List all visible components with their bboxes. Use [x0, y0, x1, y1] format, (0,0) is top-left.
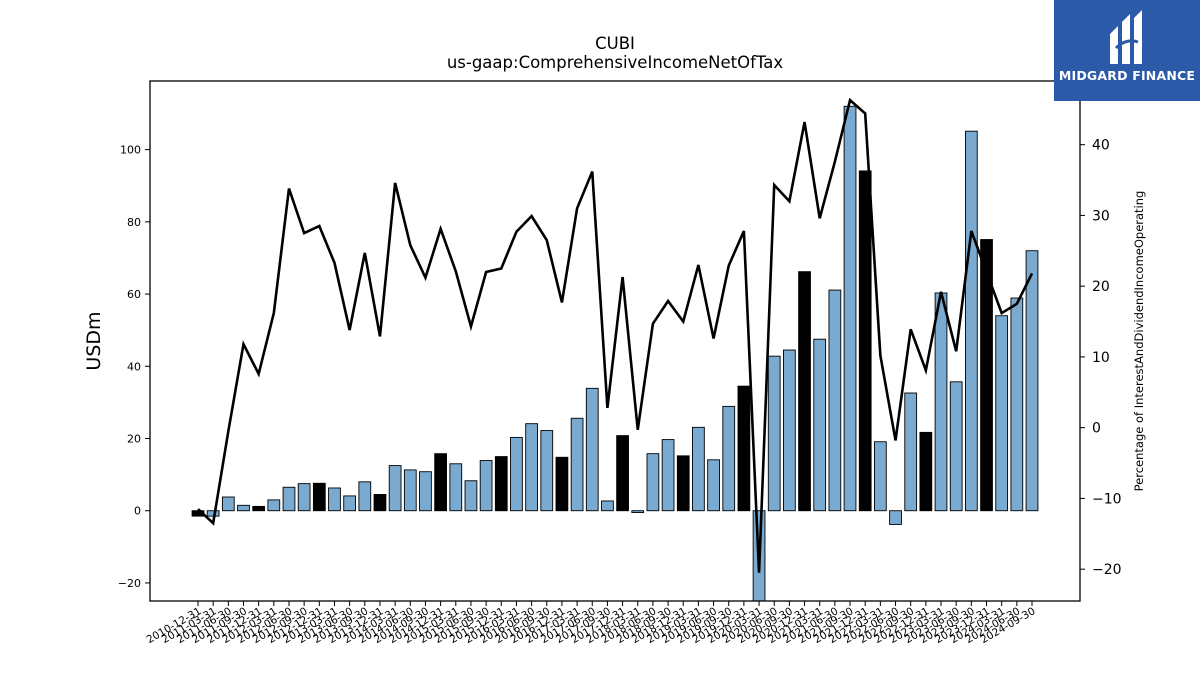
bar — [570, 417, 584, 512]
bar — [282, 486, 296, 512]
y-tick-label: 80 — [127, 216, 141, 229]
bar — [676, 455, 690, 512]
bar — [828, 289, 842, 512]
line-series — [197, 97, 1034, 573]
bar — [434, 453, 447, 512]
bar — [419, 471, 432, 512]
bar — [297, 483, 311, 512]
y-axis-left: −20 0 20 40 60 80 100 — [118, 144, 150, 590]
bar — [995, 315, 1009, 512]
bar — [479, 460, 493, 512]
bar — [783, 349, 796, 512]
bar — [328, 487, 341, 512]
y-right-tick-label: 40 — [1092, 138, 1110, 154]
bar — [494, 456, 508, 512]
bar — [252, 505, 266, 512]
bar — [221, 496, 235, 512]
bar — [949, 381, 963, 512]
chart-title: CUBI — [595, 34, 635, 53]
y-right-tick-label: 20 — [1092, 279, 1110, 295]
bar — [858, 170, 872, 512]
bar — [919, 431, 933, 512]
bar — [980, 239, 993, 512]
y-right-tick-label: 30 — [1092, 208, 1110, 224]
bar — [464, 480, 478, 512]
y-axis-right: −20 −10 0 10 20 30 40 — [1080, 138, 1122, 578]
bar — [555, 456, 569, 512]
y-tick-label: 20 — [127, 433, 141, 446]
y-tick-label: 0 — [134, 505, 141, 518]
bar — [616, 435, 629, 512]
bar — [312, 482, 326, 512]
bar — [449, 463, 463, 512]
bar — [1025, 250, 1039, 512]
chart-subtitle: us-gaap:ComprehensiveIncomeNetOfTax — [447, 53, 784, 72]
bar — [373, 494, 387, 512]
bar — [601, 500, 614, 512]
bar — [1010, 297, 1024, 512]
bar — [631, 510, 645, 513]
bar — [813, 338, 827, 512]
bar — [904, 392, 918, 512]
bar — [964, 130, 978, 512]
logo-text: MIDGARD FINANCE — [1058, 68, 1196, 83]
bar-series — [191, 105, 1039, 602]
y-tick-label: 100 — [120, 144, 141, 157]
y-right-tick-label: −10 — [1092, 491, 1122, 507]
bar — [343, 495, 357, 512]
bar — [692, 426, 705, 512]
bar — [934, 292, 948, 512]
logo: MIDGARD FINANCE — [1054, 0, 1200, 101]
bar — [358, 481, 372, 512]
bar — [874, 441, 887, 512]
bar — [388, 465, 402, 512]
y-tick-label: 60 — [127, 288, 141, 301]
y-tick-label: −20 — [118, 577, 141, 590]
y-axis-right-label: Percentage of InterestAndDividendIncomeO… — [1132, 191, 1146, 492]
bar — [525, 423, 538, 512]
x-axis: 2010-12-312011-03-312011-06-302011-09-30… — [145, 601, 1038, 646]
y-tick-label: 40 — [127, 360, 141, 373]
bar — [585, 387, 599, 512]
y-right-tick-label: −20 — [1092, 562, 1122, 578]
bar — [798, 271, 811, 512]
midgard-logo-icon — [1110, 10, 1142, 64]
plot-frame — [149, 80, 1081, 602]
bar — [767, 355, 781, 512]
bar — [403, 469, 417, 512]
bar — [737, 385, 751, 512]
y-right-tick-label: 10 — [1092, 350, 1110, 366]
bar — [722, 405, 736, 512]
bar — [646, 453, 660, 512]
bar — [707, 459, 720, 512]
y-right-tick-label: 0 — [1092, 421, 1101, 437]
y-axis-label: USDm — [83, 311, 105, 370]
bar — [540, 430, 554, 512]
bar — [510, 436, 523, 512]
bar — [267, 499, 281, 512]
bar — [843, 105, 857, 512]
bar — [889, 510, 902, 525]
bar — [237, 504, 250, 512]
bar — [661, 439, 675, 512]
